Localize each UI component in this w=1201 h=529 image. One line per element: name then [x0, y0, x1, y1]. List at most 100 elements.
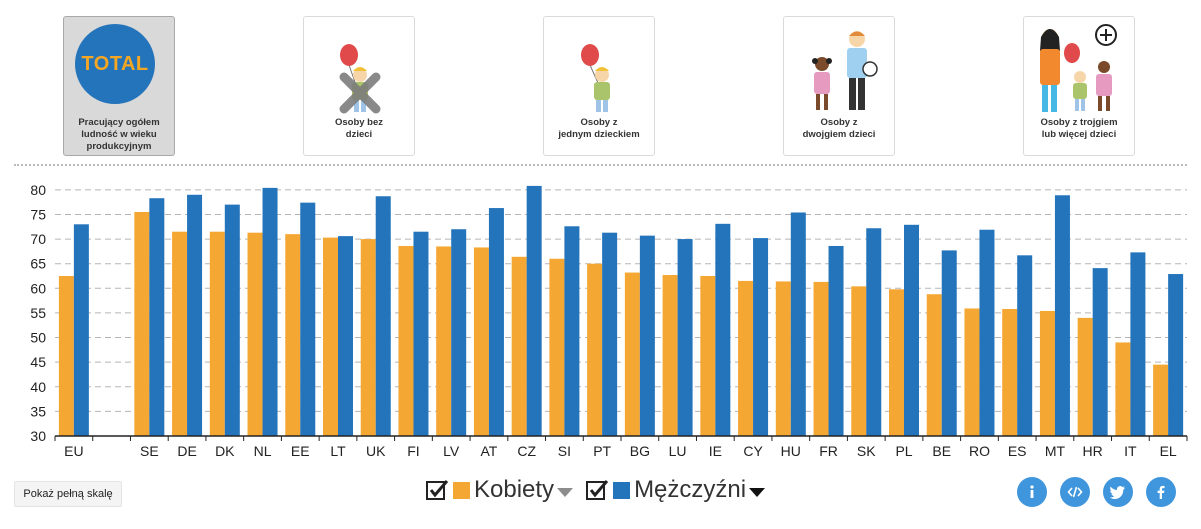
bar-de-mezczyzni — [187, 194, 203, 436]
y-tick-label: 40 — [30, 379, 46, 395]
x-tick-label: RO — [969, 443, 990, 459]
bar-ee-mezczyzni — [300, 202, 316, 436]
one-child-icon — [581, 44, 610, 112]
legend-swatch-mezczyzni — [613, 481, 631, 499]
bar-cz-mezczyzni — [526, 185, 542, 436]
checkbox-checked-icon[interactable] — [585, 478, 609, 502]
x-tick-label: SI — [558, 443, 571, 459]
chevron-down-icon[interactable] — [557, 487, 574, 497]
filter-two-children-label: Osoby z dwojgiem dzieci — [788, 117, 890, 141]
filter-label-line: Osoby z trojgiem — [1040, 117, 1118, 128]
full-scale-button[interactable]: Pokaż pełną skalę — [14, 481, 122, 507]
facebook-icon — [1157, 485, 1165, 499]
filter-label-line: dwojgiem dzieci — [802, 129, 876, 140]
filter-one-child[interactable]: Osoby z jednym dzieckiem — [543, 16, 655, 156]
x-tick-label: EU — [64, 443, 83, 459]
filter-two-children[interactable]: Osoby z dwojgiem dzieci — [783, 16, 895, 156]
x-tick-label: DK — [215, 443, 235, 459]
total-badge-area: TOTAL — [64, 17, 176, 117]
twitter-button[interactable] — [1103, 477, 1133, 507]
filter-one-child-label: Osoby z jednym dzieckiem — [548, 117, 650, 141]
bar-it-mezczyzni — [1130, 252, 1146, 436]
x-tick-label: PT — [593, 443, 611, 459]
bar-lv-mezczyzni — [451, 229, 467, 436]
bar-lu-mezczyzni — [677, 239, 693, 436]
bar-fi-kobiety — [398, 245, 414, 436]
bar-cy-kobiety — [738, 280, 754, 436]
bar-el-kobiety — [1153, 364, 1169, 436]
bar-pl-kobiety — [889, 289, 904, 436]
x-tick-label: BG — [630, 443, 650, 459]
info-button[interactable] — [1017, 477, 1047, 507]
child-without-balloon-icon — [339, 44, 381, 114]
bar-bg-kobiety — [624, 272, 640, 436]
x-tick-label: IT — [1124, 443, 1137, 459]
checkbox-checked-icon[interactable] — [425, 478, 449, 502]
bar-at-mezczyzni — [488, 208, 504, 436]
filter-total[interactable]: TOTAL Pracujący ogółem ludność w wieku p… — [63, 16, 175, 156]
bar-hr-kobiety — [1077, 317, 1093, 436]
filter-total-label: Pracujący ogółem ludność w wieku produkc… — [68, 117, 170, 153]
filter-label-line: ludność w wieku — [81, 129, 157, 140]
filter-label-line: Osoby z — [580, 117, 618, 128]
bar-fi-mezczyzni — [413, 231, 429, 436]
x-tick-label: LV — [443, 443, 460, 459]
section-divider — [14, 164, 1187, 166]
chevron-down-icon[interactable] — [749, 487, 766, 497]
x-tick-label: EE — [291, 443, 310, 459]
y-tick-label: 30 — [30, 428, 46, 444]
x-tick-label: CY — [743, 443, 763, 459]
filter-no-children[interactable]: Osoby bez dzieci — [303, 16, 415, 156]
bar-be-mezczyzni — [941, 250, 957, 436]
bar-cz-kobiety — [511, 256, 527, 436]
filter-bar: TOTAL Pracujący ogółem ludność w wieku p… — [0, 0, 1201, 165]
bar-pt-mezczyzni — [602, 232, 618, 436]
twitter-icon — [1110, 486, 1125, 499]
embed-code-button[interactable] — [1060, 477, 1090, 507]
x-tick-label: EL — [1160, 443, 1177, 459]
bar-fr-kobiety — [813, 281, 829, 436]
bar-nl-mezczyzni — [262, 187, 278, 436]
bar-eu-mezczyzni — [73, 224, 89, 436]
three-plus-children-icon — [1040, 24, 1117, 112]
bar-dk-kobiety — [209, 231, 225, 436]
y-tick-label: 35 — [30, 403, 46, 419]
bar-se-kobiety — [134, 212, 150, 436]
two-children-icon — [812, 31, 878, 110]
bar-se-mezczyzni — [149, 198, 165, 436]
bar-ee-kobiety — [285, 234, 301, 436]
bar-hu-kobiety — [775, 281, 791, 436]
bar-lv-kobiety — [436, 246, 452, 436]
x-tick-label: IE — [709, 443, 722, 459]
bar-pl-mezczyzni — [904, 224, 919, 436]
filter-label-line: Osoby z — [820, 117, 858, 128]
filter-three-plus-children[interactable]: Osoby z trojgiem lub więcej dzieci — [1023, 16, 1135, 156]
x-tick-label: NL — [254, 443, 272, 459]
filter-label-line: dzieci — [345, 129, 373, 140]
x-tick-label: SK — [857, 443, 876, 459]
x-tick-label: SE — [140, 443, 159, 459]
facebook-button[interactable] — [1146, 477, 1176, 507]
y-tick-label: 70 — [30, 231, 46, 247]
bar-fr-mezczyzni — [828, 245, 844, 436]
total-badge: TOTAL — [75, 24, 155, 104]
x-tick-label: UK — [366, 443, 386, 459]
x-tick-label: HR — [1083, 443, 1103, 459]
bar-pt-kobiety — [587, 263, 603, 436]
legend-item-mezczyzni[interactable]: Mężczyźni — [585, 476, 766, 504]
y-tick-label: 45 — [30, 354, 46, 370]
bar-ie-mezczyzni — [715, 223, 731, 436]
x-tick-label: BE — [932, 443, 951, 459]
legend-swatch-kobiety — [453, 481, 470, 499]
bar-el-mezczyzni — [1168, 274, 1184, 436]
info-icon — [1030, 485, 1034, 498]
legend: Kobiety Mężczyźni — [425, 470, 766, 510]
x-tick-label: MT — [1045, 443, 1066, 459]
bar-hr-mezczyzni — [1092, 268, 1108, 436]
bar-mt-kobiety — [1039, 310, 1055, 436]
y-tick-label: 50 — [30, 330, 46, 346]
x-tick-label: LT — [330, 443, 346, 459]
legend-item-kobiety[interactable]: Kobiety — [425, 476, 574, 504]
bar-es-kobiety — [1002, 308, 1018, 436]
bar-eu-kobiety — [58, 276, 74, 436]
